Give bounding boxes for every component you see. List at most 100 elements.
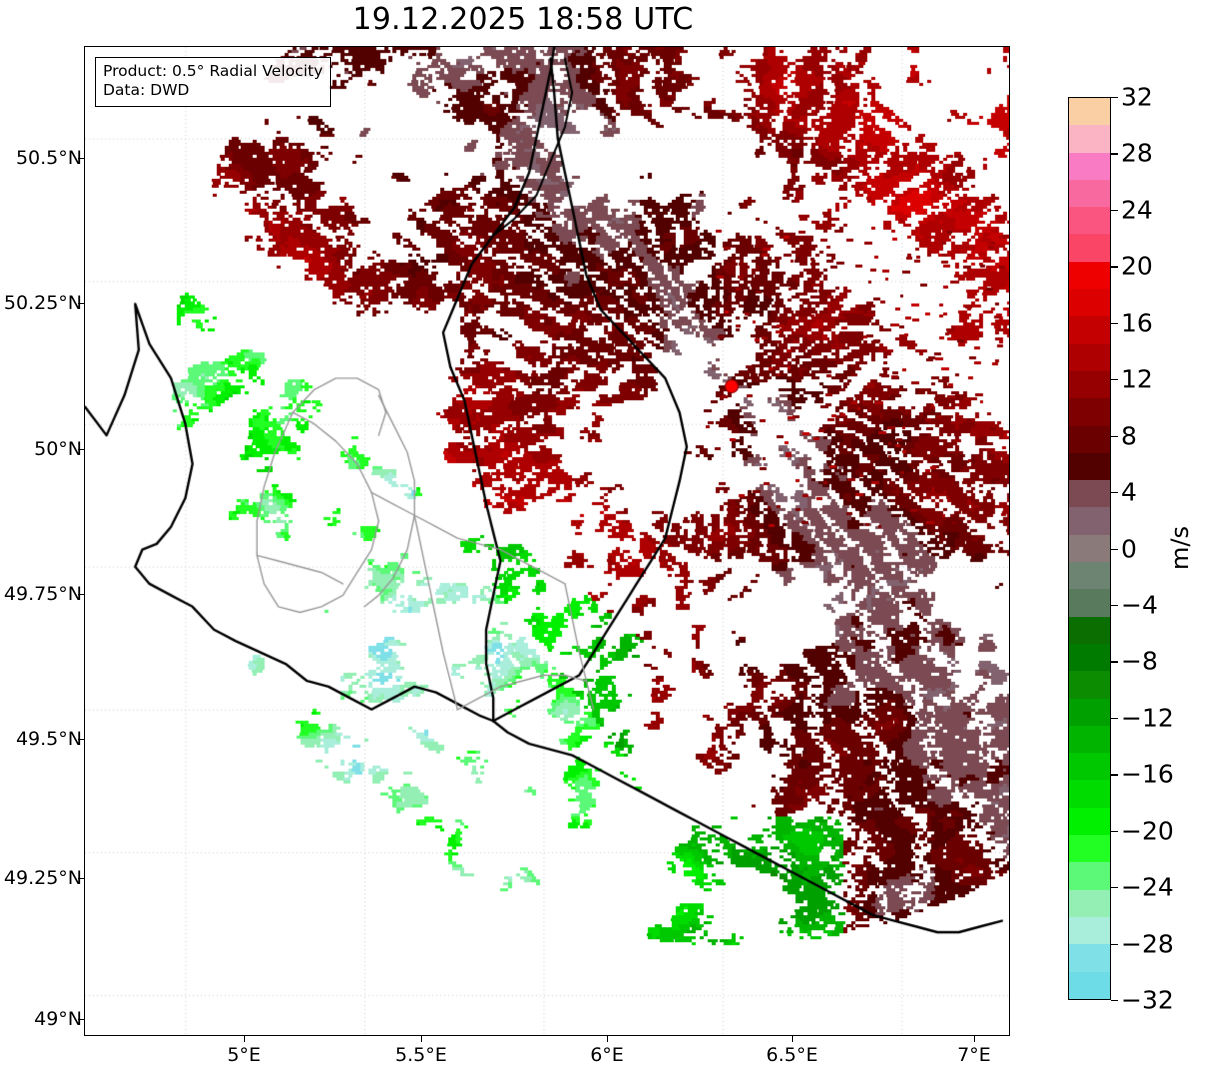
colorbar-band bbox=[1069, 398, 1110, 426]
x-axis-tick-mark bbox=[792, 1036, 794, 1042]
colorbar-band bbox=[1069, 316, 1110, 344]
colorbar-band bbox=[1069, 916, 1110, 945]
product-label: Product: 0.5° Radial Velocity bbox=[103, 62, 323, 80]
x-axis-tick-label: 7°E bbox=[957, 1044, 991, 1066]
colorbar-band bbox=[1069, 452, 1110, 481]
colorbar-tick-mark bbox=[1111, 661, 1118, 663]
y-axis-tick-mark bbox=[78, 158, 84, 160]
colorbar-tick-label: 8 bbox=[1121, 421, 1137, 451]
colorbar-tick-mark bbox=[1111, 604, 1118, 607]
y-axis-tick-label: 50.25°N bbox=[3, 292, 82, 314]
x-axis-tick-label: 5°E bbox=[227, 1044, 261, 1066]
colorbar-tick-label: 24 bbox=[1121, 195, 1153, 225]
colorbar-tick-label: −8 bbox=[1121, 646, 1158, 676]
colorbar-tick-label: 12 bbox=[1121, 364, 1153, 394]
colorbar-tick-label: −20 bbox=[1121, 816, 1174, 846]
colorbar-tick-label: 4 bbox=[1121, 477, 1137, 507]
colorbar-band bbox=[1069, 562, 1110, 590]
colorbar-tick-label: 20 bbox=[1121, 251, 1153, 281]
colorbar-tick-mark bbox=[1111, 266, 1118, 268]
x-axis-tick-mark bbox=[421, 1036, 423, 1042]
colorbar-band bbox=[1069, 370, 1110, 399]
colorbar-band bbox=[1069, 671, 1110, 699]
colorbar-band bbox=[1069, 807, 1110, 836]
y-axis-tick-label: 50°N bbox=[34, 438, 82, 460]
colorbar-tick-mark bbox=[1111, 492, 1118, 494]
colorbar-tick-mark bbox=[1111, 435, 1118, 437]
colorbar-band bbox=[1069, 261, 1110, 290]
colorbar-tick-label: −16 bbox=[1121, 759, 1174, 789]
colorbar-unit-label: m/s bbox=[1166, 526, 1194, 570]
colorbar-tick-mark bbox=[1111, 379, 1118, 381]
colorbar-tick-mark bbox=[1111, 717, 1118, 720]
x-axis-tick-label: 6°E bbox=[590, 1044, 624, 1066]
colorbar-band bbox=[1069, 234, 1110, 262]
colorbar-band bbox=[1069, 944, 1110, 972]
colorbar-band bbox=[1069, 207, 1110, 235]
colorbar-band bbox=[1069, 125, 1110, 153]
colorbar-tick-label: −24 bbox=[1121, 872, 1174, 902]
y-axis-tick-mark bbox=[78, 449, 84, 451]
colorbar-band bbox=[1069, 835, 1110, 863]
product-info-box: Product: 0.5° Radial Velocity Data: DWD bbox=[95, 57, 331, 107]
colorbar-tick-label: −4 bbox=[1121, 590, 1158, 620]
colorbar-tick-mark bbox=[1111, 153, 1118, 155]
page-title: 19.12.2025 18:58 UTC bbox=[352, 2, 694, 37]
x-axis-tick-label: 6.5°E bbox=[766, 1044, 818, 1066]
colorbar-band bbox=[1069, 343, 1110, 371]
colorbar-tick-mark bbox=[1111, 209, 1118, 212]
radar-map-canvas bbox=[85, 47, 1009, 1035]
colorbar-band bbox=[1069, 98, 1110, 126]
colorbar-band bbox=[1069, 780, 1110, 808]
colorbar-tick-mark bbox=[1111, 1000, 1118, 1002]
colorbar-tick-label: 0 bbox=[1121, 534, 1137, 563]
colorbar-band bbox=[1069, 698, 1110, 726]
radar-plot-area: Product: 0.5° Radial Velocity Data: DWD bbox=[84, 46, 1010, 1036]
colorbar-band bbox=[1069, 179, 1110, 208]
y-axis-tick-mark bbox=[78, 1019, 84, 1021]
colorbar-tick-mark bbox=[1111, 774, 1118, 776]
colorbar-band bbox=[1069, 725, 1110, 754]
colorbar-band bbox=[1069, 480, 1110, 508]
data-source-label: Data: DWD bbox=[103, 81, 190, 100]
colorbar-band bbox=[1069, 152, 1110, 180]
x-axis-tick-mark bbox=[607, 1036, 609, 1042]
colorbar-band bbox=[1069, 643, 1110, 672]
colorbar-band bbox=[1069, 589, 1110, 617]
colorbar-band bbox=[1069, 289, 1110, 317]
colorbar-tick-mark bbox=[1111, 943, 1118, 945]
y-axis-tick-label: 49.5°N bbox=[15, 728, 82, 750]
colorbar-band bbox=[1069, 507, 1110, 535]
colorbar-tick-label: −32 bbox=[1121, 985, 1174, 1015]
colorbar-band bbox=[1069, 971, 1110, 999]
x-axis-tick-mark bbox=[974, 1036, 976, 1042]
colorbar-tick-mark bbox=[1111, 97, 1118, 99]
colorbar-gradient bbox=[1069, 98, 1110, 999]
colorbar-tick-label: −28 bbox=[1121, 929, 1174, 959]
colorbar-tick-label: 32 bbox=[1121, 82, 1153, 112]
x-axis-tick-mark bbox=[244, 1036, 246, 1042]
x-axis-tick-label: 5.5°E bbox=[395, 1044, 447, 1066]
colorbar-band bbox=[1069, 425, 1110, 453]
colorbar-band bbox=[1069, 534, 1110, 563]
y-axis-tick-mark bbox=[78, 878, 84, 880]
colorbar-tick-mark bbox=[1111, 887, 1118, 889]
y-axis-tick-label: 50.5°N bbox=[15, 147, 82, 169]
y-axis-tick-mark bbox=[78, 594, 84, 596]
y-axis-tick-label: 49.25°N bbox=[3, 867, 82, 889]
colorbar-tick-mark bbox=[1111, 322, 1118, 325]
colorbar-tick-label: 28 bbox=[1121, 138, 1153, 168]
colorbar-tick-label: 16 bbox=[1121, 308, 1153, 338]
y-axis-tick-mark bbox=[78, 303, 84, 305]
colorbar-tick-mark bbox=[1111, 830, 1118, 832]
colorbar-band bbox=[1069, 889, 1110, 917]
colorbar-tick-mark bbox=[1111, 548, 1118, 550]
colorbar-band bbox=[1069, 753, 1110, 781]
colorbar-band bbox=[1069, 862, 1110, 890]
y-axis-tick-mark bbox=[78, 739, 84, 741]
y-axis-tick-label: 49.75°N bbox=[3, 583, 82, 605]
colorbar-band bbox=[1069, 616, 1110, 644]
colorbar bbox=[1068, 97, 1111, 1000]
colorbar-tick-label: −12 bbox=[1121, 703, 1174, 733]
y-axis-tick-label: 49°N bbox=[34, 1008, 82, 1030]
